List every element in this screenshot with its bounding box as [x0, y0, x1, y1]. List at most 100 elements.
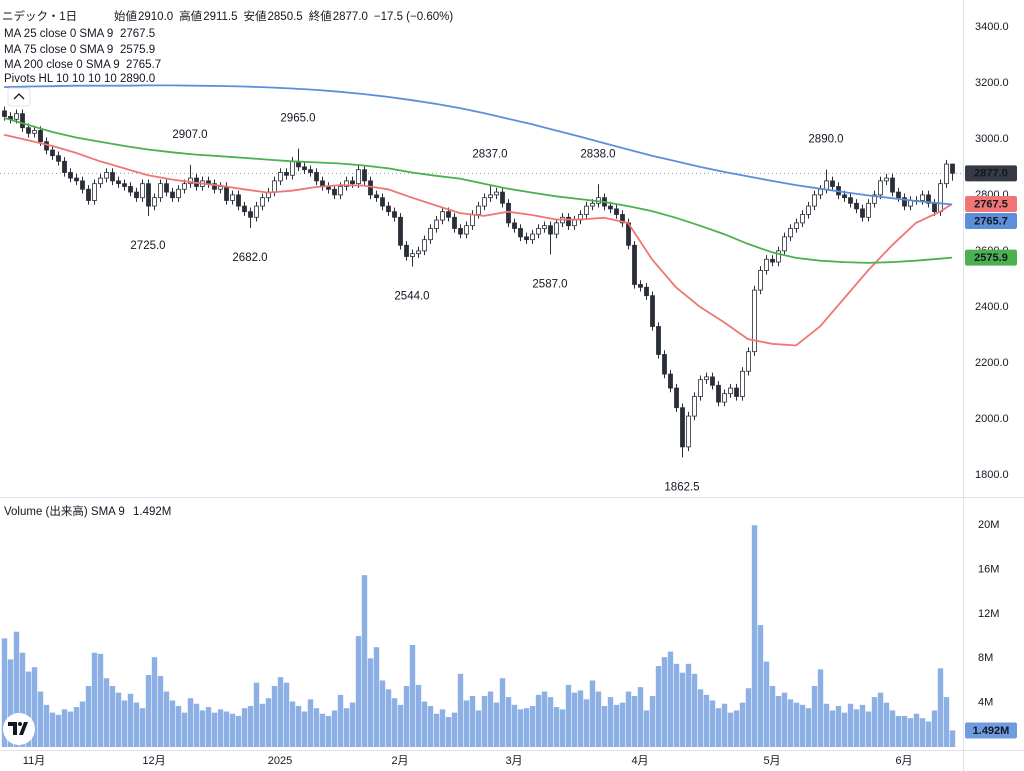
candle-body: [902, 197, 907, 207]
candle-body: [932, 202, 937, 213]
candle-body: [344, 180, 349, 187]
candle-body: [104, 172, 109, 179]
volume-bar: [829, 710, 836, 747]
volume-bar: [943, 697, 950, 747]
volume-bar: [49, 712, 56, 747]
volume-bar: [355, 636, 362, 747]
volume-bar: [763, 661, 770, 747]
candle-body: [644, 286, 649, 297]
candle-body: [734, 387, 739, 397]
volume-bar: [385, 689, 392, 747]
candle-body: [260, 197, 265, 207]
candle-body: [698, 379, 703, 397]
volume-bar: [601, 705, 608, 747]
volume-bar: [295, 705, 302, 747]
x-tick-label: 5月: [763, 755, 780, 767]
volume-bar: [445, 717, 452, 747]
candle-body: [224, 186, 229, 201]
volume-bar: [457, 673, 464, 747]
candle-body: [302, 166, 307, 171]
volume-bar: [181, 712, 188, 747]
candle-body: [338, 186, 343, 196]
volume-bar: [553, 707, 560, 747]
volume-bar: [883, 702, 890, 747]
candle-body: [68, 172, 73, 179]
volume-bar: [367, 658, 374, 747]
legend-pivots: Pivots HL 10 10 10 10: [4, 73, 117, 85]
candle-body: [374, 194, 379, 199]
volume-bar: [193, 703, 200, 747]
volume-bar: [427, 705, 434, 747]
volume-bar: [397, 704, 404, 747]
volume-bar: [253, 682, 260, 747]
volume-bar: [223, 711, 230, 747]
volume-bar: [265, 698, 272, 747]
candle-body: [56, 155, 61, 162]
logo[interactable]: [3, 713, 35, 745]
volume-bar: [97, 653, 104, 747]
candle-body: [482, 197, 487, 207]
volume-bar: [331, 710, 338, 747]
volume-bar: [1, 638, 8, 747]
volume-bar: [247, 705, 254, 747]
volume-tag: [965, 722, 1017, 739]
volume-bar: [679, 672, 686, 747]
volume-bar: [673, 663, 680, 747]
y-tick-label: 4M: [978, 697, 993, 709]
moving-average-line: [3, 133, 953, 347]
y-tick-label: 1800.0: [975, 469, 1009, 481]
candle-body: [350, 180, 355, 185]
candle-body: [182, 183, 187, 190]
y-tick-label: 12M: [978, 608, 999, 620]
volume-bar: [211, 712, 218, 747]
price-tag: [965, 165, 1017, 182]
candle-body: [170, 191, 175, 199]
price-tag-label: 2877.0: [974, 168, 1008, 180]
candle-body: [254, 205, 259, 218]
volume-bar: [319, 713, 326, 747]
volume-bar: [559, 709, 566, 747]
candle-body: [62, 160, 67, 173]
volume-bar: [775, 695, 782, 747]
volume-bar: [949, 730, 956, 747]
collapse-button-box[interactable]: [7, 87, 31, 107]
candle-body: [884, 177, 889, 182]
volume-bar: [337, 694, 344, 747]
volume-bar: [655, 666, 662, 747]
candle-body: [866, 202, 871, 218]
volume-bar: [19, 652, 26, 747]
price-tag-label: 2575.9: [974, 252, 1008, 264]
candle-body: [662, 354, 667, 375]
candle-body: [746, 351, 751, 372]
candle-body: [158, 183, 163, 199]
collapse-button[interactable]: [7, 87, 31, 107]
volume-bar: [169, 700, 176, 747]
candle-body: [230, 194, 235, 201]
y-tick-label: 16M: [978, 563, 999, 575]
volume-bar: [475, 710, 482, 747]
collapse-icon: [13, 93, 25, 100]
candle-body: [614, 208, 619, 215]
candle-body: [380, 197, 385, 207]
candle-body: [470, 214, 475, 227]
candle-body: [692, 396, 697, 417]
candle-body: [80, 180, 85, 190]
candle-body: [290, 160, 295, 176]
volume-bar: [325, 715, 332, 747]
price-tag: [965, 195, 1017, 212]
volume-bar: [613, 704, 620, 747]
candle-body: [272, 180, 277, 193]
candle-body: [50, 149, 55, 157]
y-tick-label: 3400.0: [975, 21, 1009, 33]
candle-body: [548, 225, 553, 235]
volume-bar: [43, 704, 50, 747]
volume-bar: [697, 689, 704, 747]
candle-body: [740, 370, 745, 397]
volume-bar: [103, 678, 110, 747]
pivot-low-label: 1862.5: [664, 481, 699, 493]
y-tick-label: 2400.0: [975, 301, 1009, 313]
candle-body: [14, 113, 19, 120]
candle-body: [650, 295, 655, 327]
volume-bar: [25, 671, 32, 747]
